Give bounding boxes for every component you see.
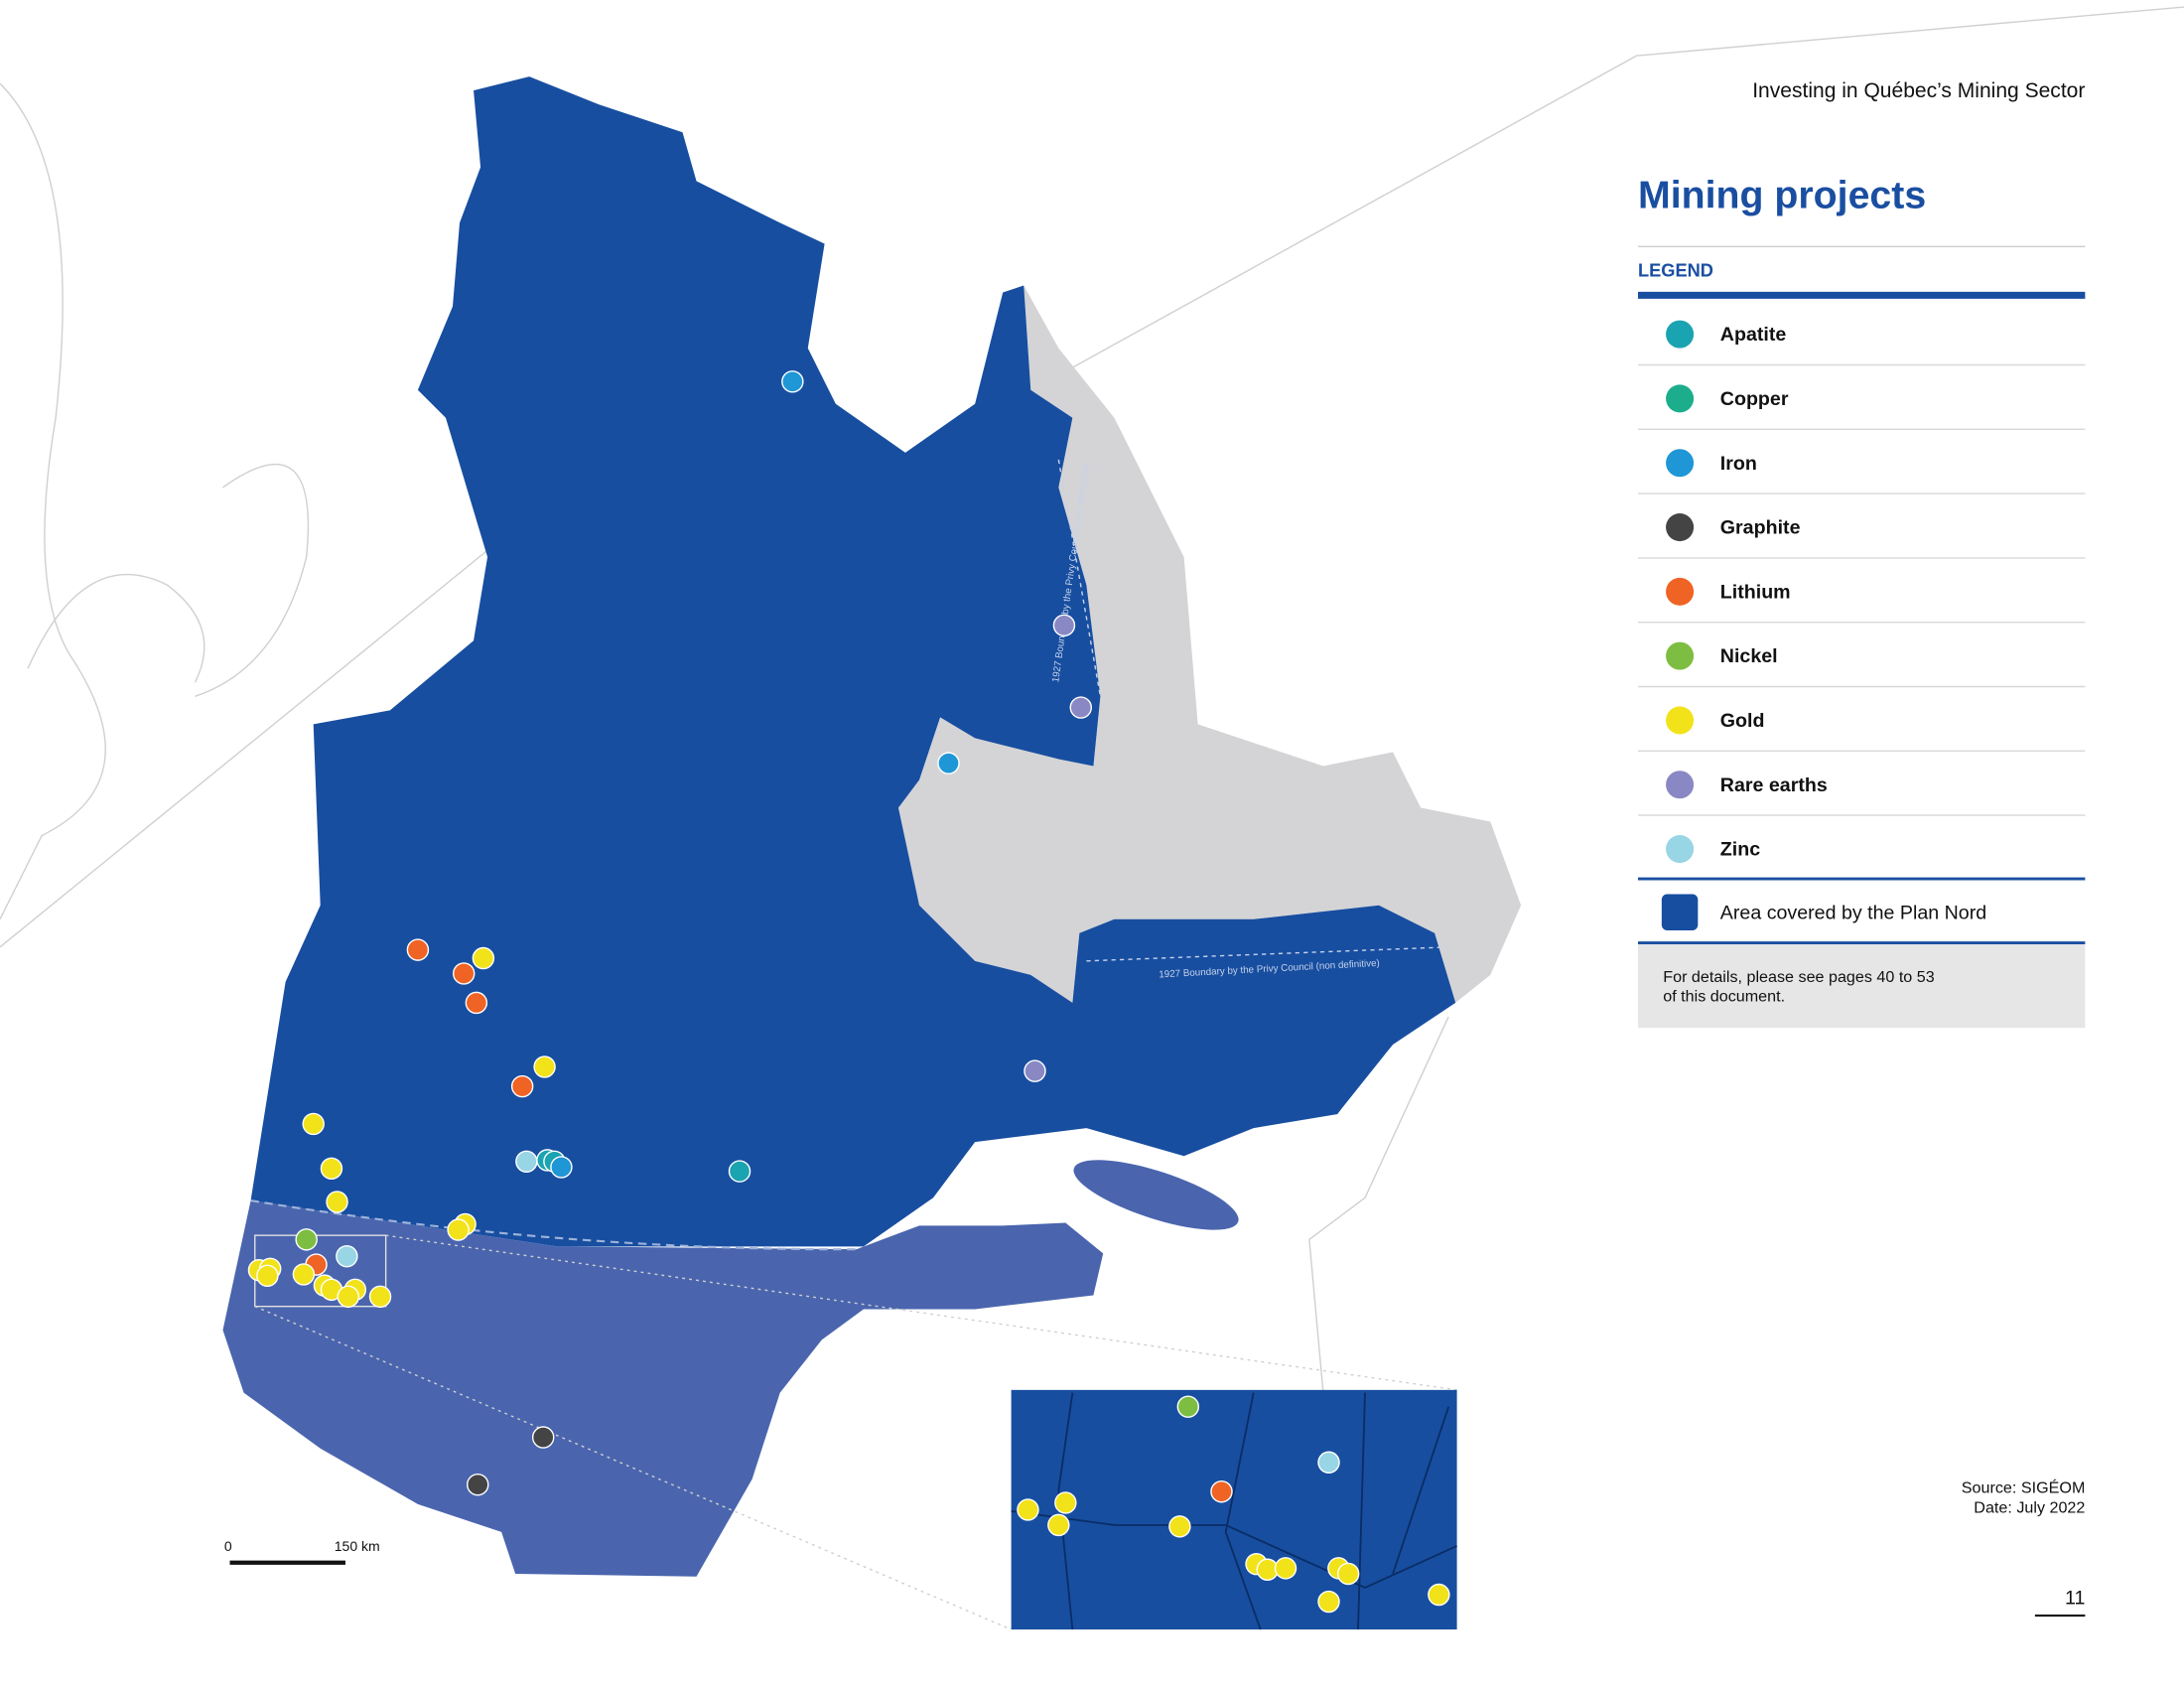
project-marker [1069,696,1092,719]
legend-marker [1666,513,1695,542]
header-title: Investing in Québec’s Mining Sector [1752,79,2085,102]
project-marker [515,1150,538,1174]
project-marker [1428,1583,1450,1607]
project-marker [550,1156,573,1179]
project-marker [1336,1562,1360,1586]
project-marker [1017,1498,1039,1521]
project-marker [531,1426,555,1449]
project-marker [447,1218,470,1241]
project-marker [472,946,495,970]
area-label: Area covered by the Plan Nord [1720,902,1986,923]
legend-marker [1666,384,1695,413]
inset-lines [1011,1392,1457,1630]
project-marker [326,1191,348,1213]
project-marker [302,1112,325,1136]
panel-title: Mining projects [1638,174,1926,217]
note-box [1638,943,2086,1029]
project-marker [1210,1480,1233,1503]
legend-marker [1666,577,1695,606]
project-marker [1054,1491,1077,1514]
note: of this document. [1663,988,1785,1006]
scale-label: 0 [224,1538,232,1554]
legend-marker [1666,641,1695,670]
legend-label: Apatite [1720,324,1787,346]
plan-nord-area [250,76,1456,1247]
legend-label: Iron [1720,453,1757,475]
project-marker [465,991,488,1015]
area-swatch [1661,894,1699,930]
legend-marker [1666,320,1695,349]
project-marker [781,370,804,393]
legend-marker [1666,449,1695,478]
source: Source: SIGÉOM [1962,1478,2086,1497]
project-marker [1176,1395,1200,1418]
project-marker [1052,614,1076,637]
legend-label: Copper [1720,388,1789,410]
project-marker [292,1263,316,1286]
project-marker [1317,1590,1340,1614]
note: For details, please see pages 40 to 53 [1663,968,1934,986]
legend-label: Rare earths [1720,774,1828,796]
projects [247,370,1450,1614]
legend-heading: LEGEND [1638,259,1713,280]
legend-label: Gold [1720,710,1765,732]
legend-marker [1666,835,1695,864]
project-marker [452,962,476,985]
project-marker [1317,1451,1340,1474]
project-marker [728,1160,751,1183]
page-number: 11 [2065,1587,2085,1609]
project-marker [336,1244,358,1268]
project-marker [533,1055,556,1078]
project-marker [1047,1513,1070,1537]
legend-label: Zinc [1720,839,1760,861]
project-marker [1274,1557,1297,1580]
southern-quebec [222,1200,1104,1577]
project-marker [1168,1515,1191,1538]
anticosti [1073,1160,1239,1230]
legend-marker [1666,771,1695,799]
project-marker [368,1285,392,1309]
project-marker [295,1228,318,1251]
project-marker [510,1074,534,1098]
privy-boundary [1057,459,1449,962]
boundary [250,1199,857,1251]
project-marker [1024,1059,1046,1082]
project-marker [937,752,960,774]
legend-label: Graphite [1720,517,1801,539]
project-marker [320,1157,343,1181]
project-marker [337,1285,359,1309]
inset [1011,1389,1457,1630]
legend-marker [1666,706,1695,735]
legend: Apatite Copper Iron Graphite Lithium Nickel Go… [1638,320,2086,864]
zoom-guide [254,1234,1457,1630]
legend-label: Lithium [1720,581,1791,603]
legend-label: Nickel [1720,645,1778,667]
project-marker [256,1264,279,1288]
labrador [897,285,1522,1003]
date: Date: July 2022 [1974,1498,2085,1516]
project-marker [467,1473,489,1496]
scale-label: 150 km [335,1538,380,1554]
map: 1927 Boundary by the Privy Council (non … [222,76,1522,1630]
project-marker [406,938,430,961]
